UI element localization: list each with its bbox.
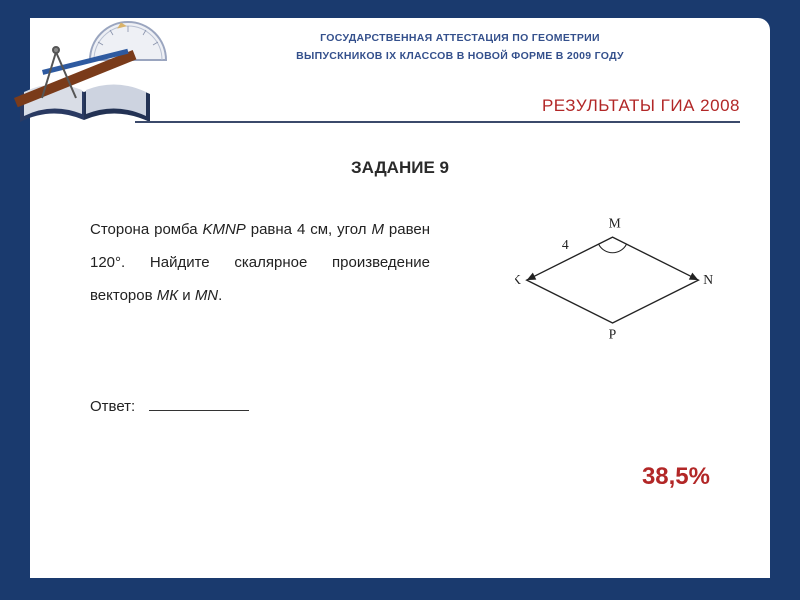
svg-text:P: P: [609, 327, 617, 342]
corner-illustration-icon: [12, 12, 167, 132]
answer-row: Ответ:: [90, 398, 249, 415]
t4: M: [371, 221, 384, 238]
section-title: РЕЗУЛЬТАТЫ ГИА 2008: [542, 96, 740, 116]
header-line-2: ВЫПУСКНИКОВ IX КЛАССОВ В НОВОЙ ФОРМЕ В 2…: [150, 48, 770, 66]
answer-blank: [149, 410, 249, 411]
t9: .: [218, 287, 222, 304]
rhombus-diagram: 4 K M N P: [515, 218, 715, 348]
answer-label: Ответ:: [90, 398, 135, 415]
problem-text: Сторона ромба KMNP равна 4 см, угол M ра…: [90, 213, 430, 312]
result-percentage: 38,5%: [642, 463, 710, 491]
t1: Сторона ромба: [90, 221, 202, 238]
slide-page: ГОСУДАРСТВЕННАЯ АТТЕСТАЦИЯ ПО ГЕОМЕТРИИ …: [30, 18, 770, 578]
svg-text:K: K: [515, 272, 521, 287]
svg-text:N: N: [703, 272, 713, 287]
t3: равна 4 см, угол: [246, 221, 372, 238]
svg-text:M: M: [609, 218, 621, 230]
t6: МК: [157, 287, 178, 304]
svg-text:4: 4: [562, 237, 569, 252]
task-title: ЗАДАНИЕ 9: [30, 158, 770, 178]
header-line-1: ГОСУДАРСТВЕННАЯ АТТЕСТАЦИЯ ПО ГЕОМЕТРИИ: [150, 30, 770, 48]
t2: KMNP: [202, 221, 245, 238]
t8: MN: [195, 287, 218, 304]
t7: и: [178, 287, 195, 304]
divider: [135, 121, 740, 123]
